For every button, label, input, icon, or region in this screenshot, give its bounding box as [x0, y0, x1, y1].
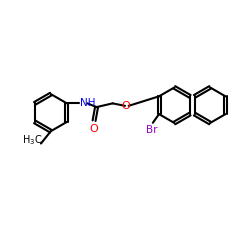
Text: Br: Br — [146, 125, 157, 135]
Text: O: O — [90, 124, 98, 134]
Text: NH: NH — [80, 98, 96, 108]
Text: H$_3$C: H$_3$C — [22, 133, 42, 147]
Text: O: O — [122, 101, 130, 111]
